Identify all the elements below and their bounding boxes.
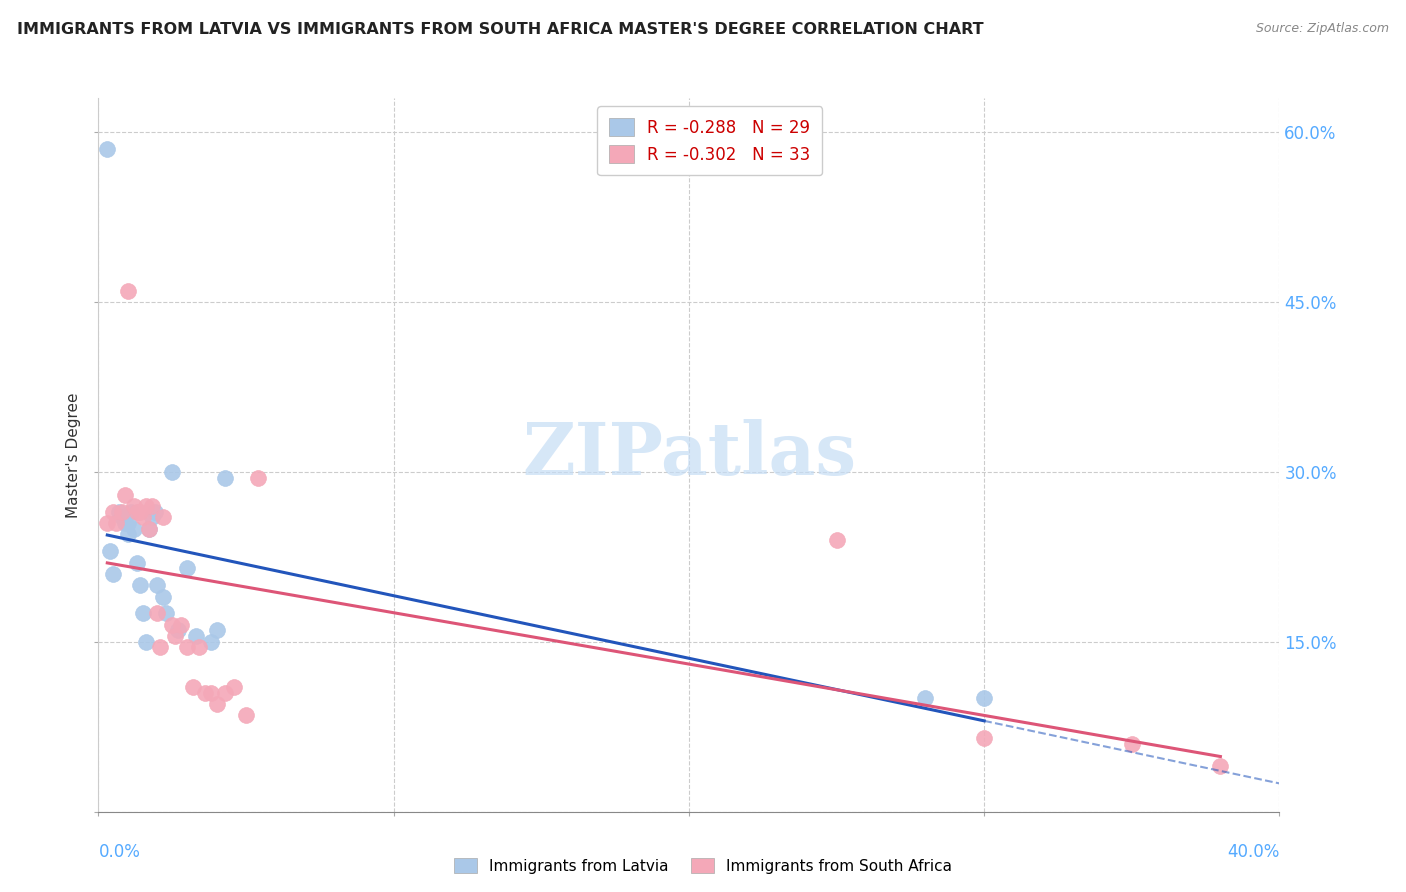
Point (1121, 737, 1143, 751)
Point (1209, 759, 1232, 773)
Point (146, 578, 169, 592)
Point (162, 617, 183, 632)
Legend: R = -0.288   N = 29, R = -0.302   N = 33: R = -0.288 N = 29, R = -0.302 N = 33 (598, 106, 823, 176)
Point (194, 686, 217, 700)
Point (122, 499, 145, 513)
Point (128, 504, 150, 518)
Point (103, 566, 125, 581)
Point (149, 640, 172, 655)
Point (138, 522, 160, 536)
Point (973, 691, 995, 706)
Point (170, 617, 193, 632)
Point (152, 590, 174, 604)
Point (187, 640, 209, 655)
Point (214, 686, 236, 700)
Point (120, 504, 142, 518)
Point (973, 731, 995, 745)
Point (176, 640, 198, 655)
Point (111, 510, 134, 524)
Point (143, 504, 166, 518)
Point (825, 533, 848, 547)
Text: Source: ZipAtlas.com: Source: ZipAtlas.com (1256, 22, 1389, 36)
Text: IMMIGRANTS FROM LATVIA VS IMMIGRANTS FROM SOUTH AFRICA MASTER'S DEGREE CORRELATI: IMMIGRANTS FROM LATVIA VS IMMIGRANTS FRO… (17, 22, 984, 37)
Point (103, 504, 125, 518)
Point (914, 691, 936, 706)
Point (117, 527, 139, 541)
Point (235, 708, 257, 723)
Point (114, 487, 136, 501)
Point (105, 516, 128, 530)
Text: 0.0%: 0.0% (98, 843, 141, 861)
Point (205, 697, 228, 711)
Point (122, 522, 145, 536)
Point (181, 680, 204, 694)
Point (176, 561, 198, 575)
Point (125, 504, 148, 518)
Point (96, 142, 118, 156)
Point (108, 504, 131, 518)
Point (146, 607, 169, 621)
Point (111, 504, 134, 518)
Point (132, 607, 155, 621)
Point (117, 516, 139, 530)
Point (117, 284, 139, 298)
Point (125, 556, 148, 570)
Point (205, 624, 228, 638)
Text: ZIPatlas: ZIPatlas (522, 419, 856, 491)
Point (224, 680, 246, 694)
Text: 40.0%: 40.0% (1227, 843, 1279, 861)
Point (98, 544, 121, 558)
Point (200, 686, 222, 700)
Point (162, 465, 183, 479)
Point (184, 629, 207, 643)
Point (200, 635, 222, 649)
Point (135, 499, 157, 513)
Point (141, 510, 163, 524)
Point (132, 510, 155, 524)
Point (141, 499, 163, 513)
Point (138, 522, 160, 536)
Y-axis label: Master's Degree: Master's Degree (66, 392, 82, 517)
Point (114, 516, 136, 530)
Point (167, 624, 190, 638)
Point (214, 470, 236, 484)
Point (152, 510, 174, 524)
Point (96, 516, 118, 530)
Point (246, 470, 269, 484)
Point (165, 629, 187, 643)
Point (135, 635, 157, 649)
Point (128, 578, 150, 592)
Point (155, 607, 177, 621)
Legend: Immigrants from Latvia, Immigrants from South Africa: Immigrants from Latvia, Immigrants from … (447, 852, 959, 880)
